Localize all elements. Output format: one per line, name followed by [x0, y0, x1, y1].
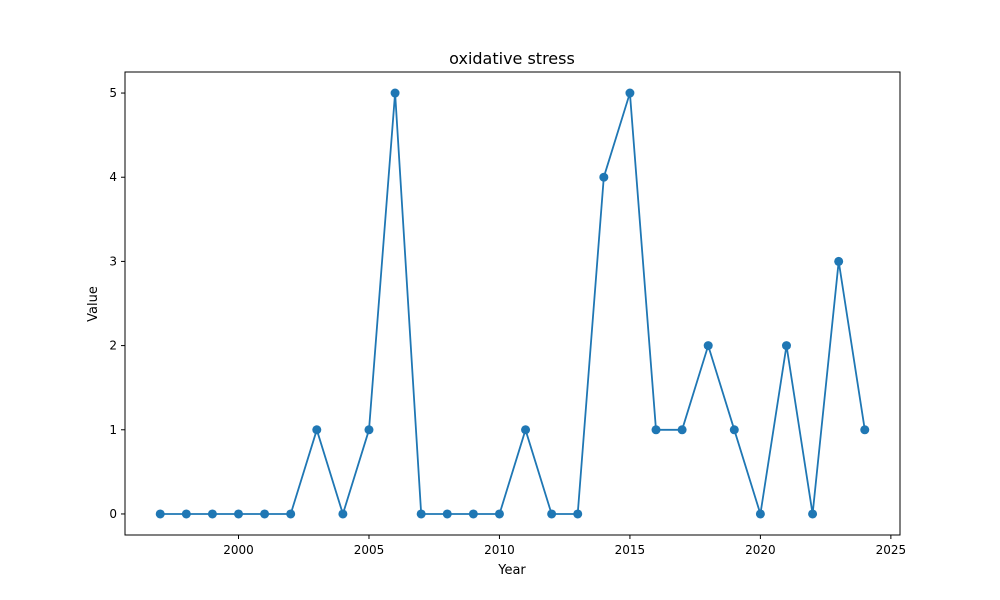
data-point	[625, 88, 635, 98]
x-tick-label: 2005	[354, 543, 385, 557]
chart-title: oxidative stress	[449, 49, 575, 68]
data-point	[494, 509, 504, 519]
x-tick-label: 2015	[615, 543, 646, 557]
data-point	[729, 425, 739, 435]
data-point	[286, 509, 296, 519]
data-point	[860, 425, 870, 435]
data-point	[207, 509, 217, 519]
data-point	[338, 509, 348, 519]
x-tick-label: 2000	[223, 543, 254, 557]
y-tick-label: 5	[109, 86, 117, 100]
x-axis-label: Year	[497, 563, 526, 578]
data-point	[390, 88, 400, 98]
data-point	[155, 509, 165, 519]
y-tick-label: 1	[109, 423, 117, 437]
data-point	[573, 509, 583, 519]
data-point	[521, 425, 531, 435]
y-tick-label: 4	[109, 170, 117, 184]
data-point	[234, 509, 244, 519]
data-point	[834, 256, 844, 266]
data-point	[364, 425, 374, 435]
data-point	[781, 341, 791, 351]
data-point	[468, 509, 478, 519]
data-point	[442, 509, 452, 519]
data-point	[677, 425, 687, 435]
data-point	[312, 425, 322, 435]
y-tick-label: 0	[109, 507, 117, 521]
y-axis-ticks: 0 1 2 3 4 5	[109, 86, 125, 521]
data-point	[181, 509, 191, 519]
plot-frame	[124, 71, 901, 536]
data-point	[416, 509, 426, 519]
data-point	[651, 425, 661, 435]
series-layer	[155, 88, 870, 519]
x-tick-label: 2020	[745, 543, 776, 557]
y-tick-label: 2	[109, 339, 117, 353]
data-point	[703, 341, 713, 351]
x-tick-label: 2010	[484, 543, 515, 557]
data-point	[599, 172, 609, 182]
series-line	[160, 92, 866, 515]
data-point	[755, 509, 765, 519]
y-tick-label: 3	[109, 254, 117, 268]
data-point	[808, 509, 818, 519]
data-point	[260, 509, 270, 519]
y-axis-label: Value	[86, 286, 101, 322]
data-point	[547, 509, 557, 519]
x-axis-ticks: 2000 2005 2010 2015 2020 2025	[223, 535, 906, 557]
x-tick-label: 2025	[876, 543, 907, 557]
